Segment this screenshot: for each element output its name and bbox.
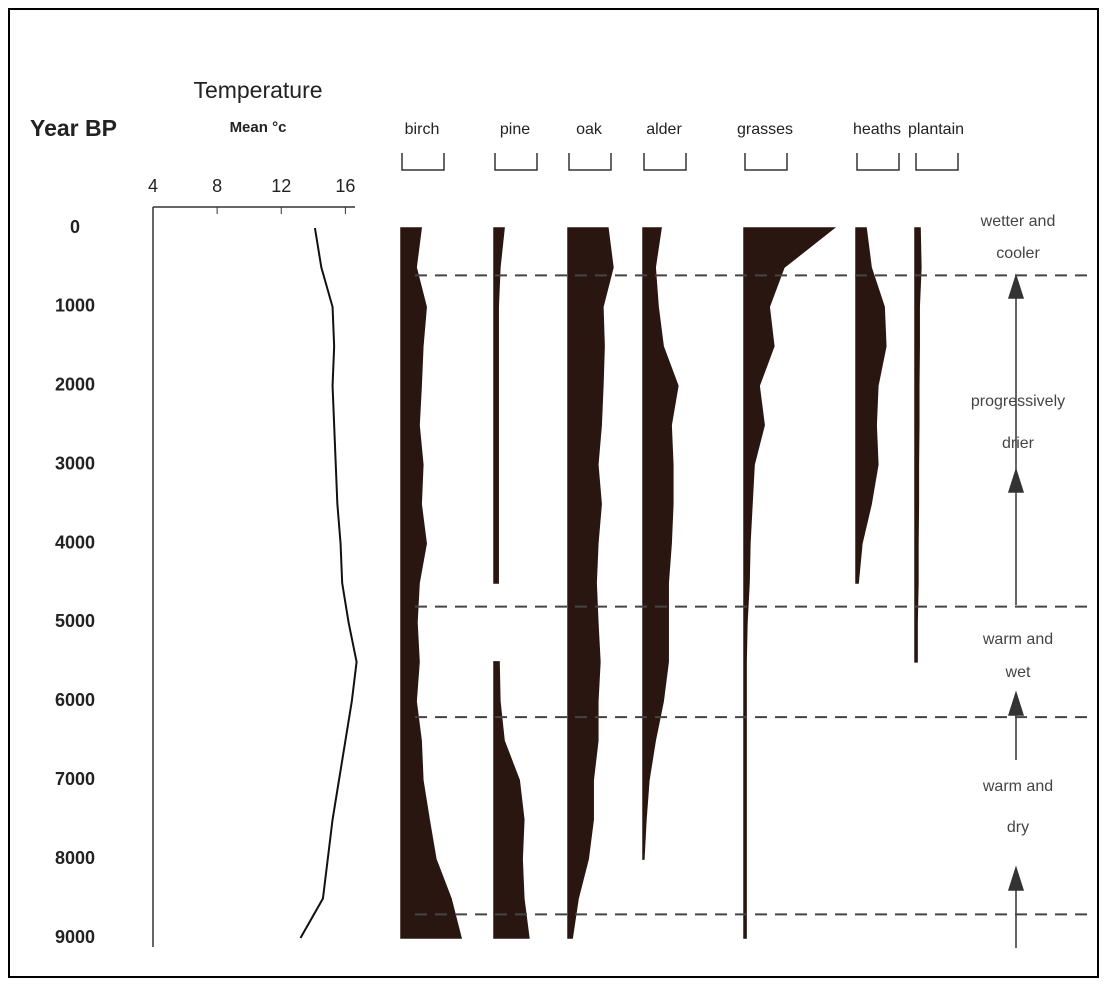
arrow-head: [1007, 467, 1025, 493]
legend-label: pine: [500, 121, 530, 138]
annotation: dry: [1007, 819, 1029, 836]
scale-bracket: [856, 153, 900, 171]
arrow-head: [1007, 690, 1025, 716]
annotation: wetter and: [980, 213, 1056, 230]
annotation: wet: [1005, 664, 1031, 681]
y-tick-label: 2000: [55, 375, 95, 395]
chart-subtitle: Mean °c: [230, 119, 287, 136]
y-tick-label: 6000: [55, 690, 95, 710]
annotation: progressively: [971, 393, 1065, 410]
pollen-area: [567, 227, 614, 939]
y-tick-label: 1000: [55, 296, 95, 316]
pollen-area: [400, 227, 463, 939]
x-tick-label: 4: [148, 176, 158, 196]
chart-title: Temperature: [193, 77, 322, 103]
y-tick-label: 0: [70, 217, 80, 237]
pollen-area: [493, 227, 530, 939]
pollen-area: [914, 227, 922, 663]
legend-label: oak: [576, 121, 603, 138]
y-tick-label: 5000: [55, 611, 95, 631]
y-tick-label: 7000: [55, 769, 95, 789]
pollen-area: [855, 227, 887, 584]
scale-bracket: [744, 153, 788, 171]
arrow-head: [1007, 865, 1025, 891]
pollen-area: [642, 227, 679, 860]
legend-label: heaths: [853, 121, 901, 138]
annotation: cooler: [996, 245, 1040, 262]
x-tick-label: 8: [212, 176, 222, 196]
annotation: warm and: [982, 778, 1053, 795]
arrows: [1007, 273, 1025, 948]
y-tick-label: 4000: [55, 532, 95, 552]
frame: [8, 8, 1099, 978]
scale-bracket: [568, 153, 612, 171]
scale-bracket: [643, 153, 687, 171]
legend-label: grasses: [737, 121, 793, 138]
x-tick-label: 16: [335, 176, 355, 196]
temperature-line: [299, 227, 358, 939]
annotation: warm and: [982, 631, 1053, 648]
x-tick-label: 12: [271, 176, 291, 196]
pollen-area: [743, 227, 837, 939]
scale-bracket: [494, 153, 538, 171]
legend-label: alder: [646, 121, 682, 138]
annotation: drier: [1002, 435, 1035, 452]
y-axis-title: Year BP: [30, 115, 117, 141]
arrow-head: [1007, 273, 1025, 299]
y-tick-label: 8000: [55, 848, 95, 868]
y-tick-label: 3000: [55, 453, 95, 473]
legend-label: birch: [405, 121, 440, 138]
scale-bracket: [915, 153, 959, 171]
y-tick-label: 9000: [55, 927, 95, 947]
legend-label: plantain: [908, 121, 964, 138]
scale-bracket: [401, 153, 445, 171]
